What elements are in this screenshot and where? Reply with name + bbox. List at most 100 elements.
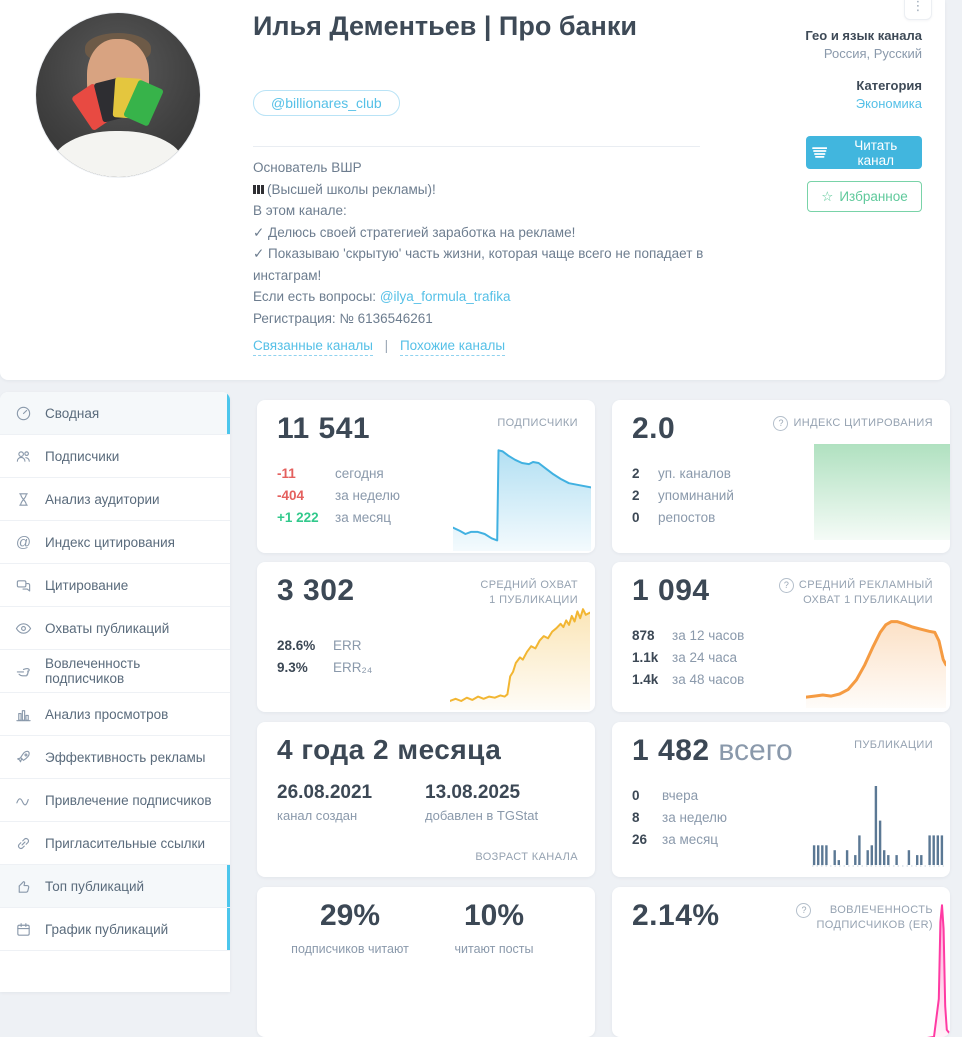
sidebar-item-label: Охваты публикаций — [45, 620, 170, 636]
created-date: 26.08.2021 — [277, 782, 373, 803]
star-icon: ☆ — [821, 188, 834, 204]
sidebar-item-label: Вовлеченность подписчиков — [45, 656, 141, 686]
sidebar-item-label: График публикаций — [45, 921, 169, 937]
sidebar-item-summary[interactable]: Сводная — [0, 392, 230, 435]
sidebar-item-subscriber-acquisition[interactable]: Привлечение подписчиков — [0, 779, 230, 822]
sidebar-item-subscribers[interactable]: Подписчики — [0, 435, 230, 478]
sidebar-item-label: Цитирование — [45, 577, 129, 593]
sidebar-item-label: Эффективность рекламы — [45, 749, 206, 765]
channel-age-card: 4 года 2 месяца 26.08.2021 канал создан … — [257, 722, 595, 877]
stat-row: 1.4k за 48 часов — [632, 671, 745, 687]
citation-chart — [814, 444, 950, 540]
channel-username-badge[interactable]: @billionares_club — [253, 90, 400, 116]
sidebar-item-ad-effectiveness[interactable]: Эффективность рекламы — [0, 736, 230, 779]
avg-reach-stats: 28.6% ERR 9.3% ERR₂₄ — [277, 634, 372, 678]
hand-pointer-icon — [16, 667, 30, 676]
hourglass-icon — [19, 492, 28, 506]
citation-card-label: ? ИНДЕКС ЦИТИРОВАНИЯ — [773, 416, 933, 431]
category-block: Категория Экономика — [856, 78, 922, 111]
channel-header-card: Илья Дементьев | Про банки @billionares_… — [0, 0, 945, 380]
category-label: Категория — [856, 78, 922, 93]
channel-links-row: Связанные каналы | Похожие каналы — [253, 338, 506, 356]
bio-line: ✓ Делюсь своей стратегией заработка на р… — [253, 224, 576, 240]
subscribers-stats: -11 сегодня -404 за неделю +1 222 за месяц — [277, 462, 400, 528]
eye-icon — [15, 622, 32, 634]
links-separator: | — [384, 338, 389, 353]
citation-index-card: 2.0 ? ИНДЕКС ЦИТИРОВАНИЯ 2 уп. каналов 2 уп… — [612, 400, 950, 553]
contact-link[interactable]: @ilya_formula_trafika — [379, 289, 511, 304]
stat-row: 9.3% ERR₂₄ — [277, 659, 373, 675]
ad-reach-value: 1 094 — [632, 574, 710, 607]
stat-row: 26 за месяц — [632, 831, 719, 847]
citation-index-value: 2.0 — [632, 412, 676, 445]
sidebar-item-citations[interactable]: Цитирование — [0, 564, 230, 607]
help-icon[interactable]: ? — [796, 903, 812, 918]
gauge-icon — [16, 406, 31, 420]
subscribers-card-label: ПОДПИСЧИКИ — [497, 417, 578, 429]
help-icon[interactable]: ? — [778, 578, 794, 593]
geo-block: Гео и язык канала Россия, Русский — [805, 28, 922, 61]
sidebar-item-post-schedule[interactable]: График публикаций — [0, 908, 230, 951]
stat-row: -404 за неделю — [277, 487, 401, 503]
subscribers-chart — [452, 445, 592, 551]
stat-row: 878 за 12 часов — [632, 627, 745, 643]
added-date-label: добавлен в TGStat — [425, 808, 539, 823]
geo-label: Гео и язык канала — [805, 28, 922, 43]
sidebar-item-invite-links[interactable]: Пригласительные ссылки — [0, 822, 230, 865]
sidebar-item-label: Привлечение подписчиков — [45, 792, 212, 808]
engagement-rate-value: 2.14% — [632, 899, 720, 932]
stat-row: -11 сегодня — [277, 465, 384, 481]
publications-stats: 0 вчера 8 за неделю 26 за месяц — [632, 784, 727, 850]
subscribers-card: 11 541 ПОДПИСЧИКИ -11 сегодня -404 за неде… — [257, 400, 595, 553]
help-icon[interactable]: ? — [773, 416, 789, 431]
read-channel-button[interactable]: Читать канал — [806, 136, 922, 169]
bio-line: ✓ Показываю 'скрытую' часть жизни, котор… — [253, 246, 704, 283]
engagement-card-label: ? ВОВЛЕЧЕННОСТЬ ПОДПИСЧИКОВ (ER) — [796, 903, 933, 933]
citation-stats: 2 уп. каналов 2 упоминаний 0 репостов — [632, 462, 734, 528]
sidebar-item-views-analysis[interactable]: Анализ просмотров — [0, 693, 230, 736]
publications-count: 1 482 всего — [632, 734, 793, 767]
channel-age-value: 4 года 2 месяца — [277, 734, 502, 765]
avg-reach-chart — [449, 598, 591, 710]
avatar-shirt — [52, 131, 184, 177]
more-menu-button[interactable]: ⋮ — [904, 0, 932, 20]
category-link[interactable]: Экономика — [855, 96, 922, 111]
stat-row: 0 вчера — [632, 787, 699, 803]
sidebar-item-citation-index[interactable]: @ Индекс цитирования — [0, 521, 230, 564]
at-sign-icon: @ — [15, 533, 32, 551]
sidebar-item-label: Пригласительные ссылки — [45, 835, 206, 851]
stat-row: 2 уп. каналов — [632, 465, 731, 481]
wave-icon — [16, 797, 29, 805]
calendar-icon — [17, 922, 30, 936]
sidebar-item-label: Подписчики — [45, 448, 120, 464]
sidebar-item-top-posts[interactable]: Топ публикаций — [0, 865, 230, 908]
publications-bar-chart — [812, 785, 944, 867]
sidebar-item-audience-analysis[interactable]: Анализ аудитории — [0, 478, 230, 521]
sidebar-item-subscriber-engagement[interactable]: Вовлеченность подписчиков — [0, 650, 230, 693]
publications-suffix: всего — [718, 734, 793, 767]
chat-bubbles-icon — [16, 579, 31, 592]
sidebar-item-post-reach[interactable]: Охваты публикаций — [0, 607, 230, 650]
read-rate-card: 29% подписчиков читают 10% читают посты — [257, 887, 595, 1037]
ad-reach-card: 1 094 ? СРЕДНИЙ РЕКЛАМНЫЙ ОХВАТ 1 ПУБЛИКА… — [612, 562, 950, 712]
publications-card: 1 482 всего ПУБЛИКАЦИИ 0 вчера 8 за неделю… — [612, 722, 950, 877]
bio-line: Регистрация: № 6136546261 — [253, 310, 433, 326]
bar-chart-icon — [16, 709, 31, 721]
users-icon — [16, 450, 30, 462]
stat-row: 2 упоминаний — [632, 487, 734, 503]
kebab-menu-icon: ⋮ — [911, 0, 925, 13]
similar-channels-link[interactable]: Похожие каналы — [399, 338, 506, 356]
sidebar-item-label: Топ публикаций — [45, 878, 145, 894]
channel-title: Илья Дементьев | Про банки — [253, 11, 637, 41]
sidebar-item-label: Индекс цитирования — [45, 534, 175, 550]
avg-reach-card-label: СРЕДНИЙ ОХВАТ 1 ПУБЛИКАЦИИ — [480, 579, 578, 606]
stat-row: 1.1k за 24 часа — [632, 649, 738, 665]
engagement-chart — [870, 901, 950, 1037]
added-date-block: 13.08.2025 добавлен в TGStat — [425, 782, 538, 823]
favorite-label: Избранное — [839, 189, 908, 204]
chart-emoji-icon — [253, 184, 264, 194]
geo-value: Россия, Русский — [823, 46, 922, 61]
favorite-button[interactable]: ☆ Избранное — [807, 181, 922, 212]
added-date: 13.08.2025 — [425, 782, 521, 803]
related-channels-link[interactable]: Связанные каналы — [253, 338, 373, 356]
